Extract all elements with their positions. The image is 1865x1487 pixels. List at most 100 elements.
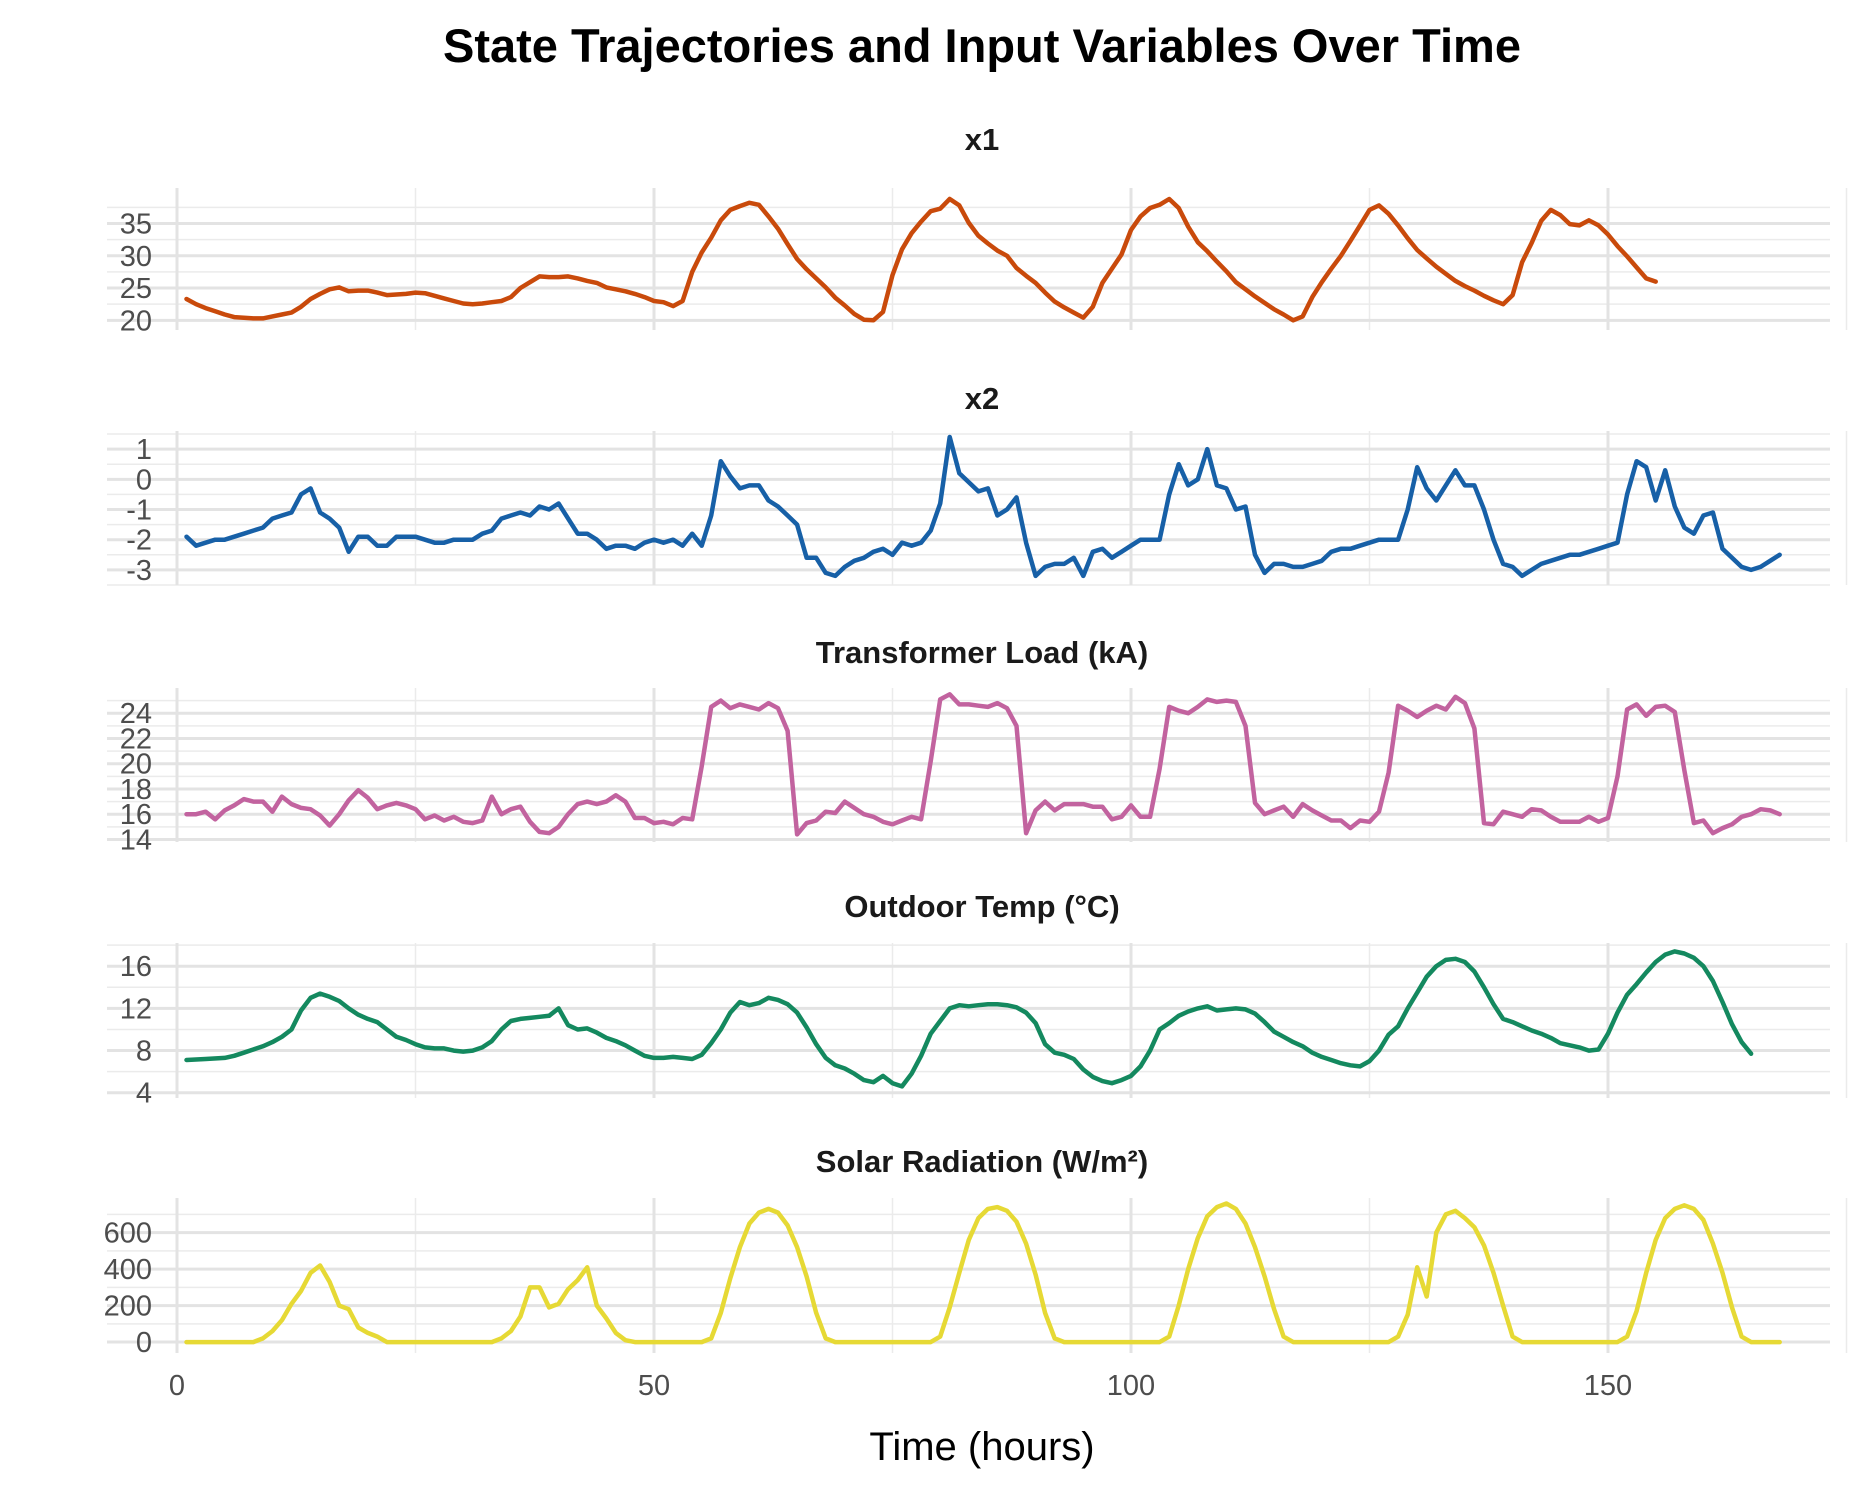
data-point bbox=[1654, 705, 1658, 709]
data-point bbox=[785, 729, 789, 733]
data-point bbox=[1148, 538, 1152, 542]
data-point bbox=[833, 1340, 837, 1344]
data-point bbox=[871, 550, 875, 554]
data-point bbox=[1110, 556, 1114, 560]
data-point bbox=[871, 815, 875, 819]
data-point bbox=[833, 1063, 837, 1067]
data-point bbox=[747, 1221, 751, 1225]
data-point bbox=[1606, 1032, 1610, 1036]
data-point bbox=[261, 799, 265, 803]
data-point bbox=[1768, 1340, 1772, 1344]
data-point bbox=[633, 547, 637, 551]
data-point bbox=[1606, 544, 1610, 548]
data-point bbox=[261, 1336, 265, 1340]
y-tick-label: 4 bbox=[136, 1078, 152, 1110]
data-point bbox=[1234, 280, 1238, 284]
data-point bbox=[1558, 556, 1562, 560]
data-point bbox=[976, 1003, 980, 1007]
data-point bbox=[1129, 803, 1133, 807]
data-point bbox=[1634, 702, 1638, 706]
data-point bbox=[337, 285, 341, 289]
series-line-x2 bbox=[184, 434, 1782, 579]
data-point bbox=[1463, 960, 1467, 964]
data-point bbox=[1262, 1274, 1266, 1278]
data-point bbox=[413, 535, 417, 539]
data-point bbox=[948, 1305, 952, 1309]
data-point bbox=[1091, 305, 1095, 309]
data-point bbox=[308, 807, 312, 811]
data-point bbox=[1215, 483, 1219, 487]
data-point bbox=[633, 1048, 637, 1052]
y-tick-label: 0 bbox=[136, 464, 152, 496]
data-point bbox=[1281, 1035, 1285, 1039]
data-point bbox=[547, 507, 551, 511]
data-point bbox=[1425, 486, 1429, 490]
data-point bbox=[1501, 1017, 1505, 1021]
data-point bbox=[986, 486, 990, 490]
data-point bbox=[1224, 1007, 1228, 1011]
data-point bbox=[957, 702, 961, 706]
y-tick-label: 20 bbox=[120, 305, 152, 337]
data-point bbox=[900, 541, 904, 545]
data-point bbox=[1634, 1309, 1638, 1313]
data-point bbox=[1024, 1241, 1028, 1245]
data-point bbox=[528, 1016, 532, 1020]
data-point bbox=[1014, 495, 1018, 499]
data-point bbox=[1568, 222, 1572, 226]
panel-title: x2 bbox=[965, 381, 999, 416]
data-point bbox=[728, 208, 732, 212]
data-point bbox=[1673, 1207, 1677, 1211]
data-point bbox=[432, 294, 436, 298]
data-point bbox=[1005, 1003, 1009, 1007]
data-point bbox=[1758, 565, 1762, 569]
data-point bbox=[976, 234, 980, 238]
data-point bbox=[843, 799, 847, 803]
y-tick-label: -3 bbox=[126, 555, 152, 587]
data-point bbox=[394, 801, 398, 805]
data-point bbox=[1062, 305, 1066, 309]
data-point bbox=[1644, 276, 1648, 280]
data-point bbox=[1062, 1053, 1066, 1057]
data-point bbox=[299, 492, 303, 496]
data-point bbox=[1539, 562, 1543, 566]
data-point bbox=[308, 1271, 312, 1275]
data-point bbox=[1386, 1340, 1390, 1344]
data-point bbox=[1033, 808, 1037, 812]
data-point bbox=[1663, 468, 1667, 472]
data-point bbox=[1739, 815, 1743, 819]
data-point bbox=[242, 316, 246, 320]
data-point bbox=[824, 1056, 828, 1060]
data-point bbox=[1701, 964, 1705, 968]
data-point bbox=[1434, 265, 1438, 269]
data-point bbox=[967, 702, 971, 706]
data-point bbox=[1644, 465, 1648, 469]
data-point bbox=[442, 541, 446, 545]
y-tick-label: 22 bbox=[120, 723, 152, 755]
data-point bbox=[1386, 538, 1390, 542]
data-point bbox=[499, 812, 503, 816]
data-point bbox=[747, 201, 751, 205]
data-point bbox=[347, 798, 351, 802]
data-point bbox=[1749, 812, 1753, 816]
data-point bbox=[795, 257, 799, 261]
data-point bbox=[1339, 1061, 1343, 1065]
data-point bbox=[461, 301, 465, 305]
data-point bbox=[604, 547, 608, 551]
data-point bbox=[1320, 559, 1324, 563]
data-point bbox=[1072, 1057, 1076, 1061]
data-point bbox=[1024, 541, 1028, 545]
data-point bbox=[900, 1084, 904, 1088]
data-point bbox=[938, 1334, 942, 1338]
data-point bbox=[929, 209, 933, 213]
data-point bbox=[1549, 208, 1553, 212]
data-point bbox=[1243, 1007, 1247, 1011]
data-point bbox=[1100, 547, 1104, 551]
data-point bbox=[423, 817, 427, 821]
data-point bbox=[1062, 802, 1066, 806]
y-tick-label: 24 bbox=[120, 698, 152, 730]
data-point bbox=[1396, 223, 1400, 227]
data-point bbox=[432, 813, 436, 817]
data-point bbox=[995, 701, 999, 705]
data-point bbox=[671, 822, 675, 826]
